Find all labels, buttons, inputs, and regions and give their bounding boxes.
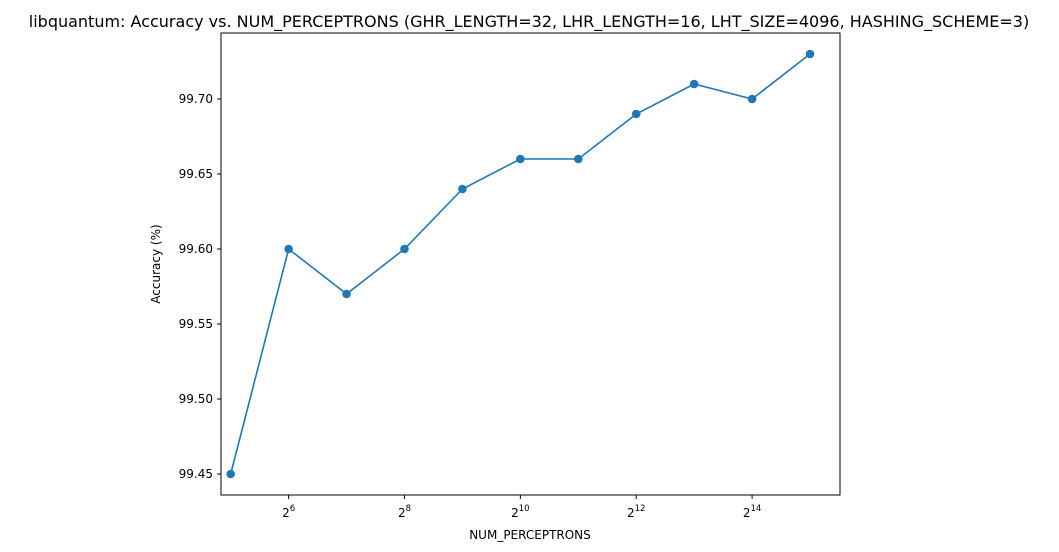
- data-point: [805, 49, 815, 59]
- data-point: [747, 94, 757, 104]
- x-axis: 26 28 210 212 214: [282, 495, 761, 520]
- y-tick-label: 99.65: [179, 167, 213, 181]
- y-tick-label: 99.60: [179, 242, 213, 256]
- series-line: [226, 49, 815, 479]
- y-tick-label: 99.45: [179, 467, 213, 481]
- x-tick-label: 210: [511, 504, 529, 520]
- chart-title: libquantum: Accuracy vs. NUM_PERCEPTRONS…: [29, 12, 1029, 32]
- data-point: [226, 469, 235, 479]
- y-axis: 99.45 99.50 99.55 99.60 99.65 99.70: [179, 92, 221, 481]
- data-point: [631, 109, 641, 119]
- x-tick-label: 214: [743, 504, 761, 520]
- x-axis-label: NUM_PERCEPTRONS: [469, 528, 591, 542]
- data-point: [516, 154, 525, 164]
- data-point: [400, 244, 409, 254]
- y-tick-label: 99.70: [179, 92, 213, 106]
- plot-area: [220, 32, 841, 496]
- x-tick-label: 26: [282, 504, 295, 520]
- y-axis-label: Accuracy (%): [149, 224, 163, 303]
- series-line-path: [229, 53, 811, 475]
- data-point: [573, 154, 583, 164]
- x-tick-label: 28: [398, 504, 411, 520]
- y-tick-label: 99.55: [179, 317, 213, 331]
- data-point: [689, 79, 699, 89]
- y-tick-label: 99.50: [179, 392, 213, 406]
- x-tick-label: 212: [627, 504, 645, 520]
- data-point: [284, 244, 293, 254]
- data-point: [458, 184, 467, 194]
- data-point: [342, 289, 351, 299]
